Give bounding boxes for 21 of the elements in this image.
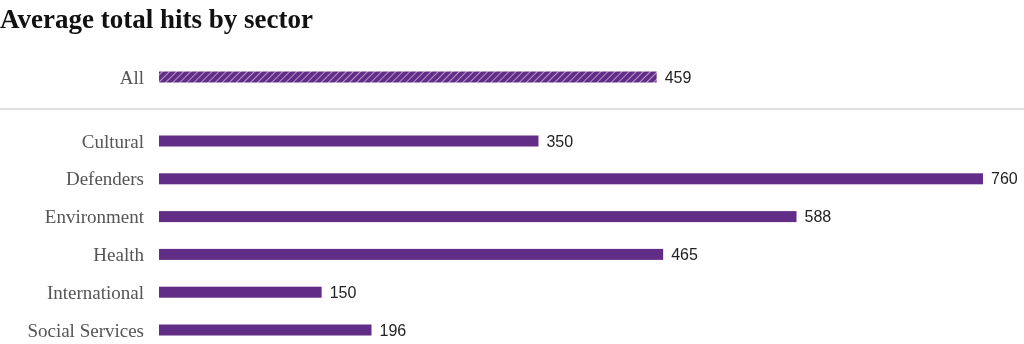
bar [159, 286, 322, 298]
data-label: 588 [804, 208, 832, 226]
y-tick-label: Environment [44, 206, 145, 228]
data-label: 760 [991, 170, 1018, 188]
data-label: 350 [546, 132, 574, 150]
y-tick-label: All [119, 66, 144, 88]
bar [159, 211, 797, 223]
bar [159, 173, 983, 185]
y-tick-label: Social Services [27, 319, 144, 341]
y-tick-label: Cultural [81, 130, 144, 152]
data-label: 465 [671, 246, 698, 263]
y-tick-label: International [46, 281, 144, 303]
bar [159, 135, 539, 147]
y-tick-label: Health [93, 244, 145, 266]
data-label: 196 [379, 321, 407, 339]
chart-title: Average total hits by sector [0, 4, 313, 34]
bar [159, 324, 372, 336]
y-tick-label: Defenders [65, 168, 144, 190]
data-label: 150 [329, 283, 357, 301]
data-label: 459 [664, 68, 692, 86]
bar [159, 248, 664, 260]
